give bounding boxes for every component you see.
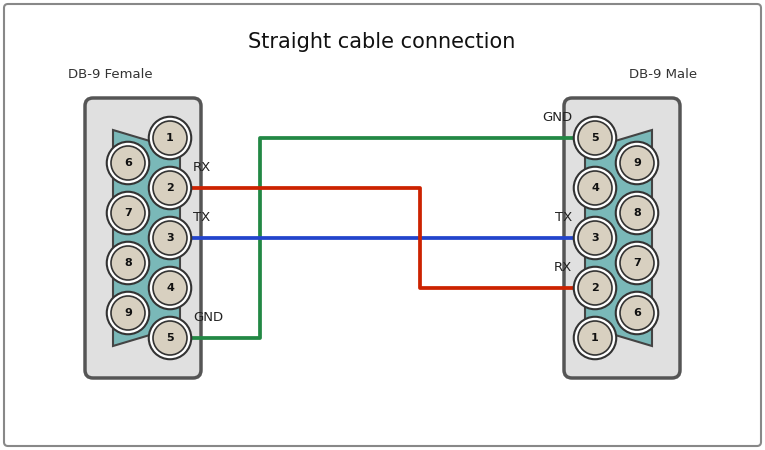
Circle shape	[148, 317, 191, 359]
Text: 6: 6	[124, 158, 132, 168]
Circle shape	[578, 271, 612, 305]
Text: 5: 5	[166, 333, 174, 343]
Text: 7: 7	[124, 208, 132, 218]
Circle shape	[620, 246, 654, 280]
Text: GND: GND	[542, 111, 572, 124]
Text: 4: 4	[591, 183, 599, 193]
Circle shape	[148, 167, 191, 209]
Text: Straight cable connection: Straight cable connection	[249, 32, 516, 52]
Circle shape	[574, 317, 617, 359]
Circle shape	[107, 292, 149, 334]
Circle shape	[620, 296, 654, 330]
Text: 7: 7	[633, 258, 641, 268]
Circle shape	[153, 221, 187, 255]
Circle shape	[153, 271, 187, 305]
Circle shape	[578, 121, 612, 155]
Circle shape	[107, 242, 149, 284]
Polygon shape	[113, 130, 180, 346]
Text: DB-9 Male: DB-9 Male	[629, 68, 697, 81]
Circle shape	[574, 267, 617, 309]
Text: TX: TX	[555, 211, 572, 224]
Circle shape	[578, 221, 612, 255]
Circle shape	[620, 196, 654, 230]
Circle shape	[620, 146, 654, 180]
Text: 2: 2	[591, 283, 599, 293]
Circle shape	[574, 117, 617, 159]
Text: 4: 4	[166, 283, 174, 293]
Text: RX: RX	[193, 161, 211, 174]
Circle shape	[616, 192, 658, 234]
Circle shape	[578, 171, 612, 205]
Circle shape	[616, 242, 658, 284]
Text: TX: TX	[193, 211, 210, 224]
Text: 8: 8	[124, 258, 132, 268]
Text: 8: 8	[633, 208, 641, 218]
FancyBboxPatch shape	[85, 98, 201, 378]
Circle shape	[616, 142, 658, 184]
Text: 1: 1	[591, 333, 599, 343]
Circle shape	[153, 171, 187, 205]
Circle shape	[107, 192, 149, 234]
Circle shape	[578, 321, 612, 355]
Circle shape	[107, 142, 149, 184]
Text: GND: GND	[193, 311, 223, 324]
Circle shape	[111, 296, 145, 330]
Text: 2: 2	[166, 183, 174, 193]
Circle shape	[148, 117, 191, 159]
Circle shape	[574, 167, 617, 209]
Text: RX: RX	[554, 261, 572, 274]
Circle shape	[111, 246, 145, 280]
Text: 9: 9	[124, 308, 132, 318]
Circle shape	[153, 321, 187, 355]
Polygon shape	[585, 130, 652, 346]
Circle shape	[148, 267, 191, 309]
Text: 5: 5	[591, 133, 599, 143]
Text: DB-9 Female: DB-9 Female	[68, 68, 153, 81]
Circle shape	[574, 217, 617, 259]
Text: 3: 3	[166, 233, 174, 243]
Circle shape	[616, 292, 658, 334]
Circle shape	[153, 121, 187, 155]
FancyBboxPatch shape	[564, 98, 680, 378]
Text: 1: 1	[166, 133, 174, 143]
FancyBboxPatch shape	[4, 4, 761, 446]
Text: 9: 9	[633, 158, 641, 168]
Text: 3: 3	[591, 233, 599, 243]
Circle shape	[111, 196, 145, 230]
Text: 6: 6	[633, 308, 641, 318]
Circle shape	[148, 217, 191, 259]
Circle shape	[111, 146, 145, 180]
